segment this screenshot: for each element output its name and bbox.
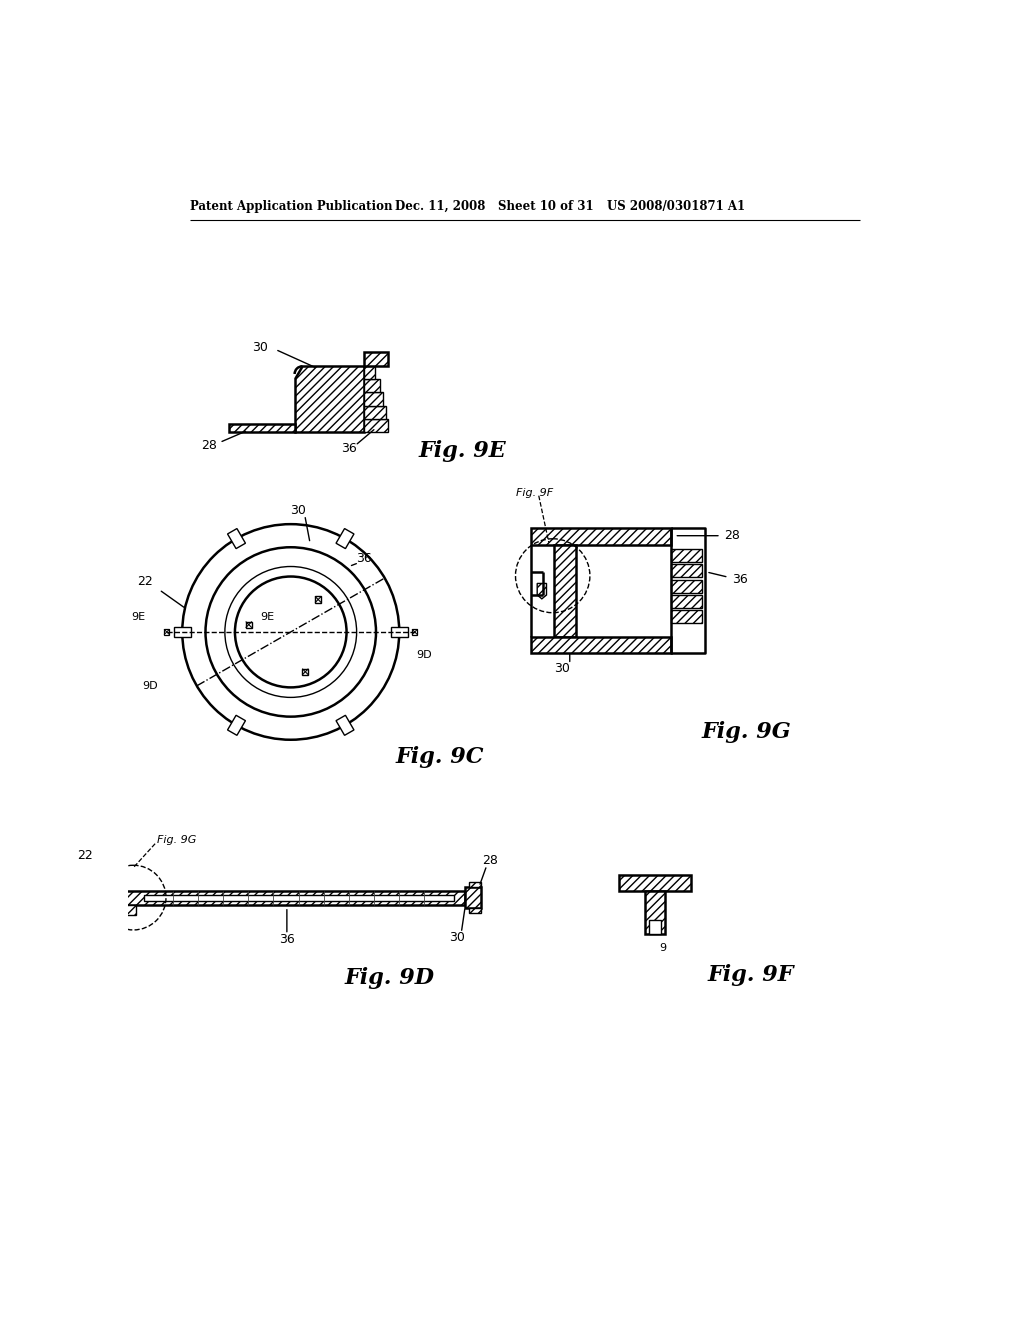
Bar bbox=[302, 669, 308, 675]
Polygon shape bbox=[465, 887, 480, 908]
Polygon shape bbox=[649, 920, 662, 933]
Polygon shape bbox=[365, 379, 380, 392]
Text: Fig. 9D: Fig. 9D bbox=[345, 968, 435, 990]
Text: 28: 28 bbox=[482, 854, 498, 867]
Polygon shape bbox=[671, 610, 701, 623]
Polygon shape bbox=[645, 891, 665, 933]
Bar bbox=[412, 630, 418, 635]
Polygon shape bbox=[365, 392, 383, 405]
Bar bbox=[164, 630, 169, 635]
Polygon shape bbox=[671, 595, 701, 609]
Polygon shape bbox=[295, 367, 365, 432]
Text: 30: 30 bbox=[554, 661, 570, 675]
Polygon shape bbox=[118, 887, 124, 908]
Polygon shape bbox=[336, 528, 354, 549]
Polygon shape bbox=[554, 545, 575, 638]
Bar bbox=[315, 597, 322, 603]
Text: 36: 36 bbox=[341, 442, 356, 455]
Text: 9E: 9E bbox=[260, 611, 274, 622]
Text: 28: 28 bbox=[725, 529, 740, 543]
Text: Dec. 11, 2008: Dec. 11, 2008 bbox=[395, 199, 485, 213]
Text: 28: 28 bbox=[202, 440, 217, 453]
Text: 9: 9 bbox=[659, 942, 667, 953]
Polygon shape bbox=[365, 405, 386, 418]
Polygon shape bbox=[228, 424, 295, 432]
Text: 30: 30 bbox=[291, 504, 306, 517]
Polygon shape bbox=[469, 908, 480, 913]
Polygon shape bbox=[671, 549, 701, 562]
Polygon shape bbox=[391, 627, 408, 638]
Text: 36: 36 bbox=[732, 573, 749, 586]
Text: 30: 30 bbox=[252, 341, 267, 354]
Text: 36: 36 bbox=[356, 552, 373, 565]
Text: Fig. 9E: Fig. 9E bbox=[419, 440, 507, 462]
Text: Fig. 9F: Fig. 9F bbox=[708, 964, 795, 986]
Polygon shape bbox=[227, 528, 246, 549]
Text: Fig. 9F: Fig. 9F bbox=[515, 488, 553, 499]
Text: Fig. 9G: Fig. 9G bbox=[157, 834, 196, 845]
Text: Fig. 9G: Fig. 9G bbox=[701, 721, 792, 743]
Polygon shape bbox=[618, 874, 691, 891]
Polygon shape bbox=[124, 891, 465, 904]
Text: 22: 22 bbox=[137, 576, 153, 589]
Polygon shape bbox=[531, 528, 671, 545]
Text: Patent Application Publication: Patent Application Publication bbox=[190, 199, 392, 213]
Polygon shape bbox=[365, 352, 388, 367]
Text: Fig. 9C: Fig. 9C bbox=[395, 747, 484, 768]
Polygon shape bbox=[365, 367, 375, 379]
Text: 9D: 9D bbox=[142, 681, 158, 690]
Text: 22: 22 bbox=[78, 849, 93, 862]
Polygon shape bbox=[227, 715, 246, 735]
Text: 9D: 9D bbox=[417, 649, 432, 660]
Polygon shape bbox=[118, 904, 136, 915]
Text: 30: 30 bbox=[450, 931, 465, 944]
Polygon shape bbox=[531, 638, 671, 653]
Text: US 2008/0301871 A1: US 2008/0301871 A1 bbox=[607, 199, 745, 213]
Polygon shape bbox=[143, 895, 454, 900]
Text: Sheet 10 of 31: Sheet 10 of 31 bbox=[498, 199, 593, 213]
Polygon shape bbox=[538, 583, 547, 599]
Polygon shape bbox=[336, 715, 354, 735]
Polygon shape bbox=[365, 418, 388, 432]
Polygon shape bbox=[469, 882, 480, 887]
Polygon shape bbox=[174, 627, 190, 638]
Text: 9E: 9E bbox=[131, 611, 145, 622]
Bar bbox=[246, 622, 252, 628]
Polygon shape bbox=[671, 564, 701, 577]
Text: 36: 36 bbox=[279, 933, 295, 946]
Polygon shape bbox=[671, 579, 701, 593]
